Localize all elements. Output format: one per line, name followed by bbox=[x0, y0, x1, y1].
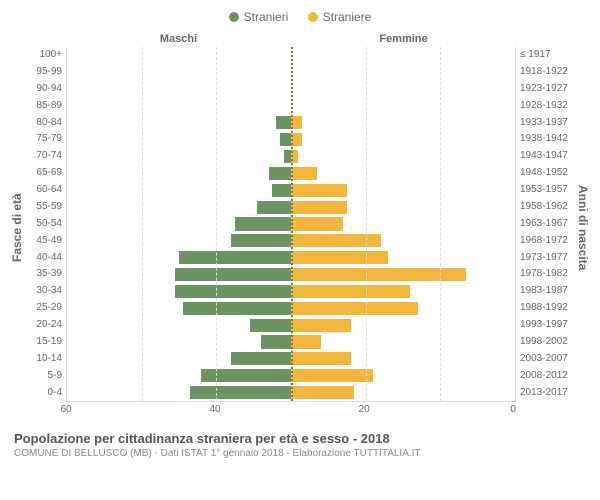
bar-male bbox=[235, 217, 291, 230]
legend-dot-male bbox=[229, 12, 239, 22]
age-tick: 5-9 bbox=[30, 368, 62, 385]
birth-tick: 1993-1997 bbox=[520, 317, 570, 334]
birth-tick: 1928-1932 bbox=[520, 98, 570, 115]
birth-tick: 1963-1967 bbox=[520, 216, 570, 233]
birth-tick: 1973-1977 bbox=[520, 250, 570, 267]
birth-tick: 2008-2012 bbox=[520, 368, 570, 385]
bar-female bbox=[291, 234, 381, 247]
birth-tick: 1953-1957 bbox=[520, 182, 570, 199]
birth-tick: 1923-1927 bbox=[520, 81, 570, 98]
legend-male: Stranieri bbox=[229, 10, 289, 24]
legend-dot-female bbox=[308, 12, 318, 22]
bar-male bbox=[201, 369, 291, 382]
bar-female bbox=[291, 386, 354, 399]
x-tick: 40 bbox=[209, 404, 220, 423]
age-tick: 55-59 bbox=[30, 199, 62, 216]
chart-subtitle: COMUNE DI BELLUSCO (MB) - Dati ISTAT 1° … bbox=[14, 448, 590, 459]
header-male: Maschi bbox=[66, 33, 291, 47]
age-tick: 80-84 bbox=[30, 115, 62, 132]
bar-male bbox=[175, 268, 291, 281]
birth-tick: 1918-1922 bbox=[520, 64, 570, 81]
birth-tick: ≤ 1917 bbox=[520, 47, 570, 64]
age-tick: 20-24 bbox=[30, 317, 62, 334]
bar-male bbox=[250, 319, 291, 332]
header-female: Femmine bbox=[291, 33, 516, 47]
birth-tick: 2003-2007 bbox=[520, 351, 570, 368]
age-tick: 15-19 bbox=[30, 334, 62, 351]
age-tick: 60-64 bbox=[30, 182, 62, 199]
bar-male bbox=[261, 335, 291, 348]
bar-male bbox=[269, 167, 291, 180]
bar-female bbox=[291, 319, 351, 332]
bar-female bbox=[291, 167, 317, 180]
age-tick: 35-39 bbox=[30, 266, 62, 283]
bar-male bbox=[175, 285, 291, 298]
birth-tick: 1983-1987 bbox=[520, 283, 570, 300]
bar-male bbox=[272, 184, 291, 197]
bar-male bbox=[284, 150, 291, 163]
chart-title: Popolazione per cittadinanza straniera p… bbox=[14, 431, 590, 446]
y-axis-left-label: Fasce di età bbox=[10, 33, 26, 423]
age-tick: 10-14 bbox=[30, 351, 62, 368]
age-tick: 65-69 bbox=[30, 165, 62, 182]
bar-female bbox=[291, 184, 347, 197]
bar-female bbox=[291, 352, 351, 365]
y-ticks-age: 100+95-9990-9485-8980-8475-7970-7465-696… bbox=[26, 33, 66, 423]
age-tick: 45-49 bbox=[30, 233, 62, 250]
bar-male bbox=[276, 116, 291, 129]
birth-tick: 2013-2017 bbox=[520, 385, 570, 402]
bar-female bbox=[291, 285, 410, 298]
x-axis-ticks: 6040200204060 bbox=[66, 401, 516, 423]
birth-tick: 1948-1952 bbox=[520, 165, 570, 182]
age-tick: 95-99 bbox=[30, 64, 62, 81]
age-tick: 40-44 bbox=[30, 250, 62, 267]
age-tick: 0-4 bbox=[30, 385, 62, 402]
birth-tick: 1988-1992 bbox=[520, 300, 570, 317]
bars-area bbox=[66, 47, 516, 401]
x-tick: 0 bbox=[510, 404, 516, 423]
bar-male bbox=[183, 302, 291, 315]
age-tick: 25-29 bbox=[30, 300, 62, 317]
bar-female bbox=[291, 335, 321, 348]
age-tick: 70-74 bbox=[30, 148, 62, 165]
legend-label-male: Stranieri bbox=[244, 10, 289, 24]
bar-male bbox=[231, 352, 291, 365]
bar-male bbox=[179, 251, 291, 264]
age-tick: 100+ bbox=[30, 47, 62, 64]
bar-male bbox=[280, 133, 291, 146]
legend-female: Straniere bbox=[308, 10, 372, 24]
bar-female bbox=[291, 217, 343, 230]
bar-female bbox=[291, 302, 418, 315]
legend-label-female: Straniere bbox=[323, 10, 372, 24]
age-tick: 75-79 bbox=[30, 131, 62, 148]
x-tick: 20 bbox=[359, 404, 370, 423]
bar-male bbox=[257, 201, 291, 214]
bar-female bbox=[291, 268, 466, 281]
age-tick: 30-34 bbox=[30, 283, 62, 300]
birth-tick: 1958-1962 bbox=[520, 199, 570, 216]
chart-footer: Popolazione per cittadinanza straniera p… bbox=[10, 431, 590, 459]
bar-female bbox=[291, 201, 347, 214]
birth-tick: 1998-2002 bbox=[520, 334, 570, 351]
birth-tick: 1933-1937 bbox=[520, 115, 570, 132]
age-tick: 90-94 bbox=[30, 81, 62, 98]
y-ticks-birth: ≤ 19171918-19221923-19271928-19321933-19… bbox=[516, 33, 574, 423]
population-pyramid-chart: Fasce di età 100+95-9990-9485-8980-8475-… bbox=[10, 33, 590, 423]
chart-legend: Stranieri Straniere bbox=[10, 10, 590, 25]
bar-female bbox=[291, 251, 388, 264]
x-tick: 60 bbox=[60, 404, 71, 423]
center-axis-line bbox=[291, 47, 293, 401]
plot-area: Maschi Femmine 6040200204060 bbox=[66, 33, 516, 423]
birth-tick: 1968-1972 bbox=[520, 233, 570, 250]
age-tick: 85-89 bbox=[30, 98, 62, 115]
y-axis-right-label: Anni di nascita bbox=[574, 33, 590, 423]
age-tick: 50-54 bbox=[30, 216, 62, 233]
birth-tick: 1938-1942 bbox=[520, 131, 570, 148]
column-headers: Maschi Femmine bbox=[66, 33, 516, 47]
birth-tick: 1978-1982 bbox=[520, 266, 570, 283]
bar-male bbox=[231, 234, 291, 247]
bar-male bbox=[190, 386, 291, 399]
birth-tick: 1943-1947 bbox=[520, 148, 570, 165]
bar-female bbox=[291, 369, 373, 382]
